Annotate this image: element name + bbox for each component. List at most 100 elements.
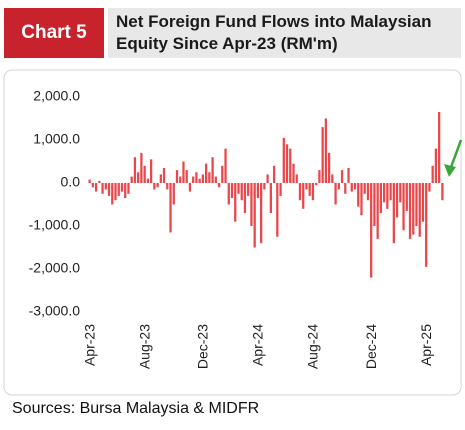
y-tick-label: -3,000.0	[29, 303, 81, 319]
bar	[370, 183, 373, 278]
bar	[431, 165, 434, 183]
bar	[318, 170, 321, 183]
bar	[230, 183, 234, 199]
chart-tag: Chart 5	[4, 8, 104, 58]
bar	[402, 183, 405, 231]
bar	[376, 183, 379, 239]
bar	[386, 183, 389, 209]
header: Chart 5 Net Foreign Fund Flows into Mala…	[0, 0, 465, 62]
bar	[395, 183, 399, 218]
bar	[201, 174, 205, 183]
bar	[405, 183, 408, 211]
y-tick-label: 1,000.0	[33, 131, 80, 147]
bar	[107, 183, 111, 196]
bar	[91, 183, 94, 188]
bar	[425, 183, 428, 267]
bar	[272, 165, 276, 183]
bar	[263, 183, 266, 190]
bar	[366, 183, 370, 201]
bar	[133, 157, 137, 183]
bar	[285, 144, 289, 183]
bar	[302, 183, 305, 209]
bar	[149, 159, 153, 183]
bar	[276, 183, 279, 237]
bar	[421, 183, 425, 222]
bar	[208, 172, 211, 183]
x-tick-label: Aug-24	[305, 324, 321, 369]
bar	[143, 165, 146, 183]
bar	[175, 170, 179, 183]
bar	[428, 183, 431, 192]
bar	[179, 176, 182, 183]
y-tick-label: 0.0	[61, 174, 81, 190]
bar	[101, 183, 104, 194]
bar	[159, 174, 162, 183]
bar	[221, 165, 224, 183]
bar	[224, 148, 227, 183]
bar	[373, 183, 376, 226]
bar	[311, 183, 315, 201]
bar	[392, 183, 395, 244]
bar	[408, 183, 412, 239]
bar	[441, 183, 444, 201]
bar	[415, 183, 418, 226]
bar	[327, 152, 331, 183]
bar	[169, 183, 172, 233]
bar	[334, 183, 337, 205]
bar	[198, 178, 201, 183]
bar	[347, 167, 350, 183]
bar	[382, 183, 386, 203]
x-tick-label: Dec-24	[363, 324, 379, 369]
bar	[253, 183, 256, 248]
bar	[146, 178, 150, 183]
bar	[104, 183, 107, 190]
bar	[162, 167, 166, 183]
x-tick-label: Apr-25	[418, 324, 434, 366]
bar	[94, 183, 98, 192]
bar	[295, 174, 298, 183]
bar	[340, 170, 344, 183]
bar	[120, 183, 124, 192]
bar	[247, 183, 250, 196]
bar	[182, 161, 185, 183]
bar	[399, 183, 402, 203]
x-tick-label: Dec-23	[195, 324, 211, 369]
x-tick-label: Apr-23	[81, 324, 97, 366]
bar	[250, 183, 253, 226]
bar	[240, 183, 243, 201]
bar	[127, 183, 130, 194]
bar	[172, 183, 175, 205]
bar	[227, 183, 230, 205]
bar	[337, 183, 340, 190]
bar	[185, 170, 188, 183]
bar	[237, 183, 240, 194]
bar	[234, 183, 237, 222]
bar	[363, 183, 366, 194]
bar	[389, 183, 392, 201]
bar	[156, 183, 159, 188]
bar	[166, 183, 169, 190]
bar	[269, 183, 272, 214]
bar	[211, 157, 214, 183]
bar	[379, 183, 383, 214]
x-tick-label: Aug-23	[136, 324, 152, 369]
bar	[360, 183, 363, 216]
bar	[130, 176, 133, 183]
bar	[321, 127, 324, 183]
bar	[111, 183, 114, 205]
bar	[192, 176, 195, 183]
bar	[324, 118, 328, 183]
bar	[88, 179, 91, 183]
bar	[204, 163, 208, 183]
bar	[124, 183, 127, 199]
bar	[350, 183, 353, 192]
bar	[137, 172, 140, 183]
bar	[217, 183, 221, 188]
bar	[214, 176, 217, 183]
bar	[418, 183, 421, 237]
bar	[279, 183, 282, 196]
bar	[266, 174, 269, 183]
bar	[298, 183, 302, 201]
bar	[308, 183, 311, 196]
